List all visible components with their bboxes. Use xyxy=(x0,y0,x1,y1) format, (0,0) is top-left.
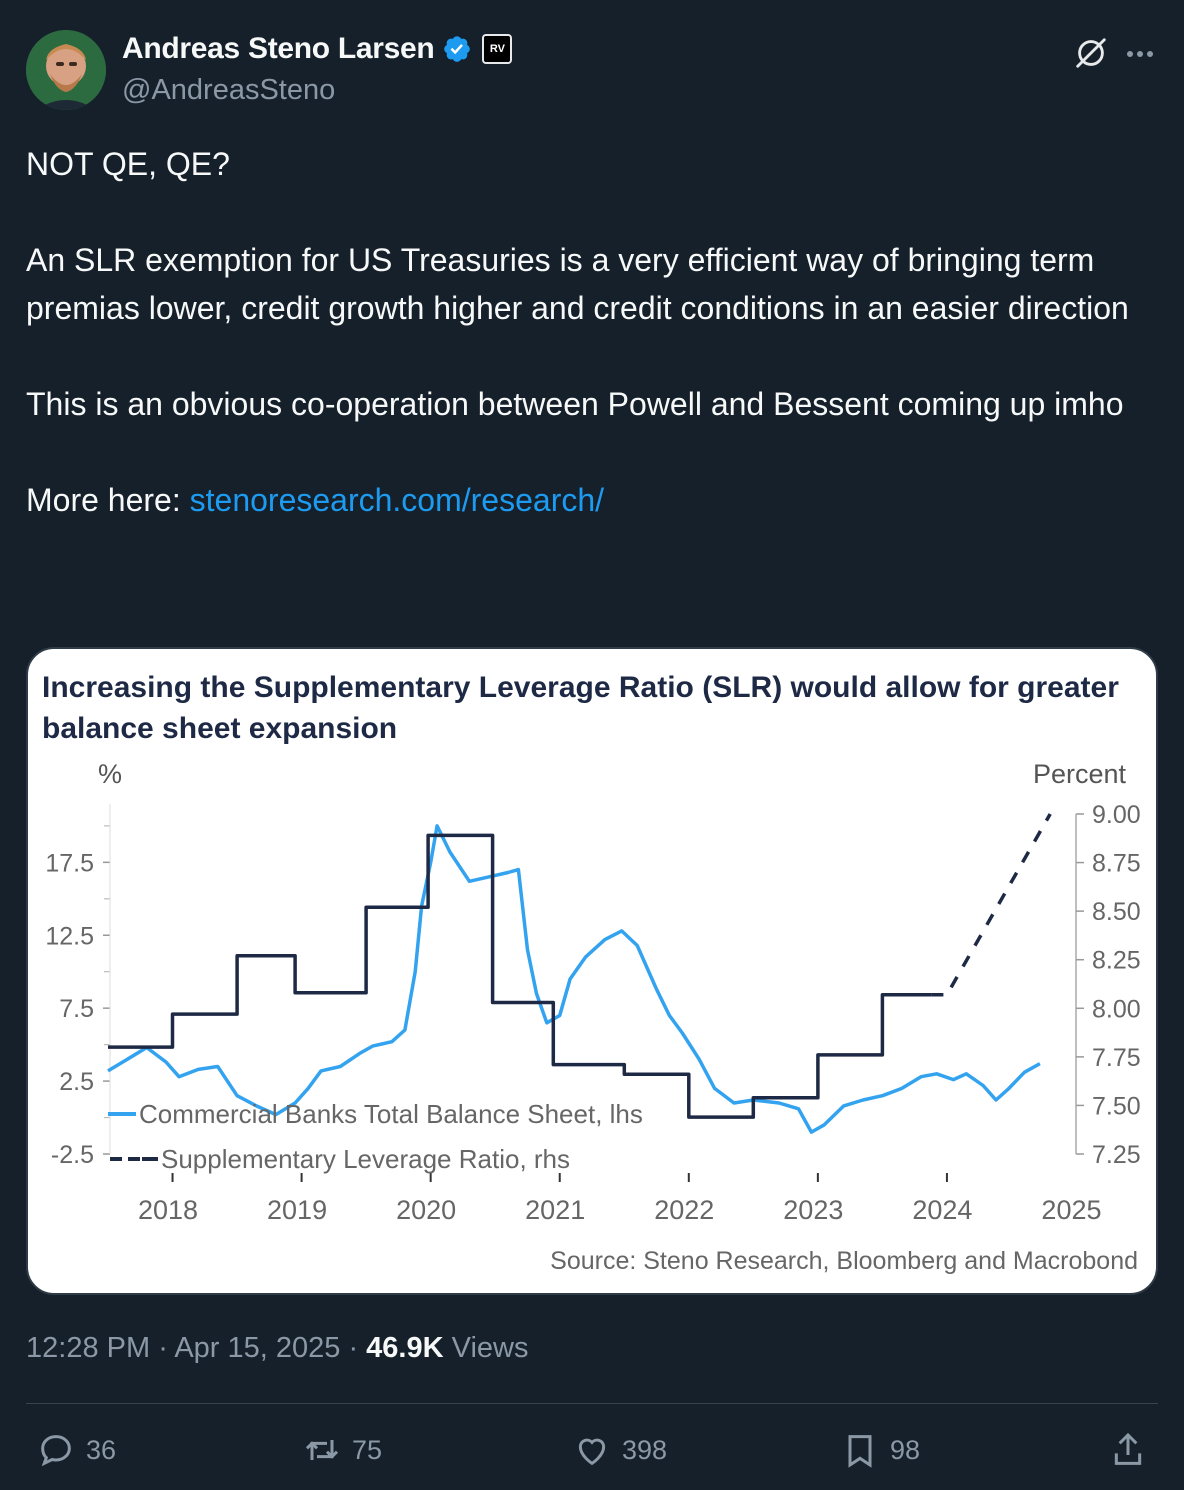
series-line-balance-sheet xyxy=(107,824,1041,1134)
series-line-slr xyxy=(108,833,932,1119)
share-button[interactable] xyxy=(1108,1430,1158,1470)
repost-button[interactable]: 75 xyxy=(302,1430,382,1470)
right-tick-label: 8.00 xyxy=(1092,995,1141,1023)
x-tick-label: 2020 xyxy=(396,1195,456,1225)
avatar[interactable] xyxy=(26,30,106,110)
x-tick-label: 2022 xyxy=(654,1195,714,1225)
right-axis-label: Percent xyxy=(1033,759,1127,789)
bookmark-icon xyxy=(848,1435,872,1468)
heart-icon xyxy=(578,1438,606,1466)
legend-label-balance: Commercial Banks Total Balance Sheet, lh… xyxy=(139,1099,643,1129)
affiliation-badge[interactable]: RV xyxy=(482,34,513,64)
repost-icon xyxy=(305,1440,339,1460)
tweet-meta: 12:28 PM · Apr 15, 2025 · 46.9K Views xyxy=(26,1332,528,1365)
x-tick-label: 2023 xyxy=(783,1195,843,1225)
tweet-header: Andreas Steno Larsen RV @AndreasSteno xyxy=(26,28,1158,112)
tweet-date[interactable]: Apr 15, 2025 xyxy=(174,1332,341,1364)
left-axis-label: % xyxy=(98,759,122,789)
grok-icon[interactable] xyxy=(1072,34,1110,72)
x-tick-label: 2024 xyxy=(912,1195,972,1225)
tweet-time[interactable]: 12:28 PM xyxy=(26,1332,151,1364)
x-tick-label: 2021 xyxy=(525,1195,585,1225)
right-tick-label: 7.75 xyxy=(1092,1044,1141,1072)
chart-axes: 17.5 12.5 7.5 2.5 -2.5 9.00 8.75 8.50 8.25 8.00 7.… xyxy=(45,801,1140,1225)
x-tick-label: 2025 xyxy=(1041,1195,1101,1225)
display-name[interactable]: Andreas Steno Larsen xyxy=(122,32,435,65)
left-tick-label: 2.5 xyxy=(59,1068,94,1096)
reply-icon xyxy=(41,1435,71,1467)
chart-svg: Increasing the Supplementary Leverage Ra… xyxy=(42,671,1141,1275)
like-button[interactable]: 398 xyxy=(572,1430,667,1470)
tweet-more-line: More here: stenoresearch.com/research/ xyxy=(26,476,1156,524)
divider xyxy=(26,1403,1158,1404)
chart-source: Source: Steno Research, Bloomberg and Ma… xyxy=(550,1247,1138,1275)
chart-title-line-2: balance sheet expansion xyxy=(42,712,397,745)
more-options-icon[interactable] xyxy=(1122,36,1158,72)
right-tick-label: 8.50 xyxy=(1092,898,1141,926)
views-label: Views xyxy=(443,1332,529,1364)
x-tick-label: 2018 xyxy=(138,1195,198,1225)
tweet-paragraph-3: This is an obvious co-operation between … xyxy=(26,386,1124,422)
legend-label-slr: Supplementary Leverage Ratio, rhs xyxy=(161,1144,570,1174)
repost-count: 75 xyxy=(352,1434,383,1465)
left-tick-label: 7.5 xyxy=(59,995,94,1023)
right-tick-label: 8.25 xyxy=(1092,947,1141,975)
reply-button[interactable]: 36 xyxy=(36,1430,116,1470)
right-tick-label: 8.75 xyxy=(1092,850,1141,878)
action-bar: 36 75 398 98 xyxy=(26,1420,1158,1482)
x-tick-label: 2019 xyxy=(267,1195,327,1225)
right-tick-label: 9.00 xyxy=(1092,801,1141,829)
chart-series xyxy=(107,813,1052,1134)
like-count: 398 xyxy=(622,1434,668,1465)
reply-count: 36 xyxy=(86,1434,117,1465)
bookmark-count: 98 xyxy=(890,1434,921,1465)
research-link[interactable]: stenoresearch.com/research/ xyxy=(189,482,605,518)
share-icon xyxy=(1114,1432,1142,1465)
right-tick-label: 7.25 xyxy=(1092,1141,1141,1169)
views-count: 46.9K xyxy=(366,1332,444,1364)
meta-separator: · xyxy=(150,1332,175,1364)
left-tick-label: -2.5 xyxy=(51,1141,94,1169)
chart-title-line-1: Increasing the Supplementary Leverage Ra… xyxy=(42,671,1119,704)
tweet-text: NOT QE, QE? An SLR exemption for US Trea… xyxy=(26,140,1156,524)
series-line-slr-projection xyxy=(931,813,1052,997)
name-row: Andreas Steno Larsen RV xyxy=(122,32,513,66)
right-tick-label: 7.50 xyxy=(1092,1092,1141,1120)
more-label: More here: xyxy=(26,482,190,518)
chart-legend: Commercial Banks Total Balance Sheet, lh… xyxy=(108,1099,643,1174)
left-tick-label: 12.5 xyxy=(45,922,94,950)
tweet-line-1: NOT QE, QE? xyxy=(26,146,230,182)
chart-image[interactable]: Increasing the Supplementary Leverage Ra… xyxy=(26,647,1158,1295)
verified-badge-icon xyxy=(444,36,471,62)
left-tick-label: 17.5 xyxy=(45,849,94,877)
bookmark-button[interactable]: 98 xyxy=(840,1430,920,1470)
meta-separator-2: · xyxy=(340,1332,367,1364)
handle[interactable]: @AndreasSteno xyxy=(122,74,336,106)
tweet-paragraph-2: An SLR exemption for US Treasuries is a … xyxy=(26,242,1129,326)
